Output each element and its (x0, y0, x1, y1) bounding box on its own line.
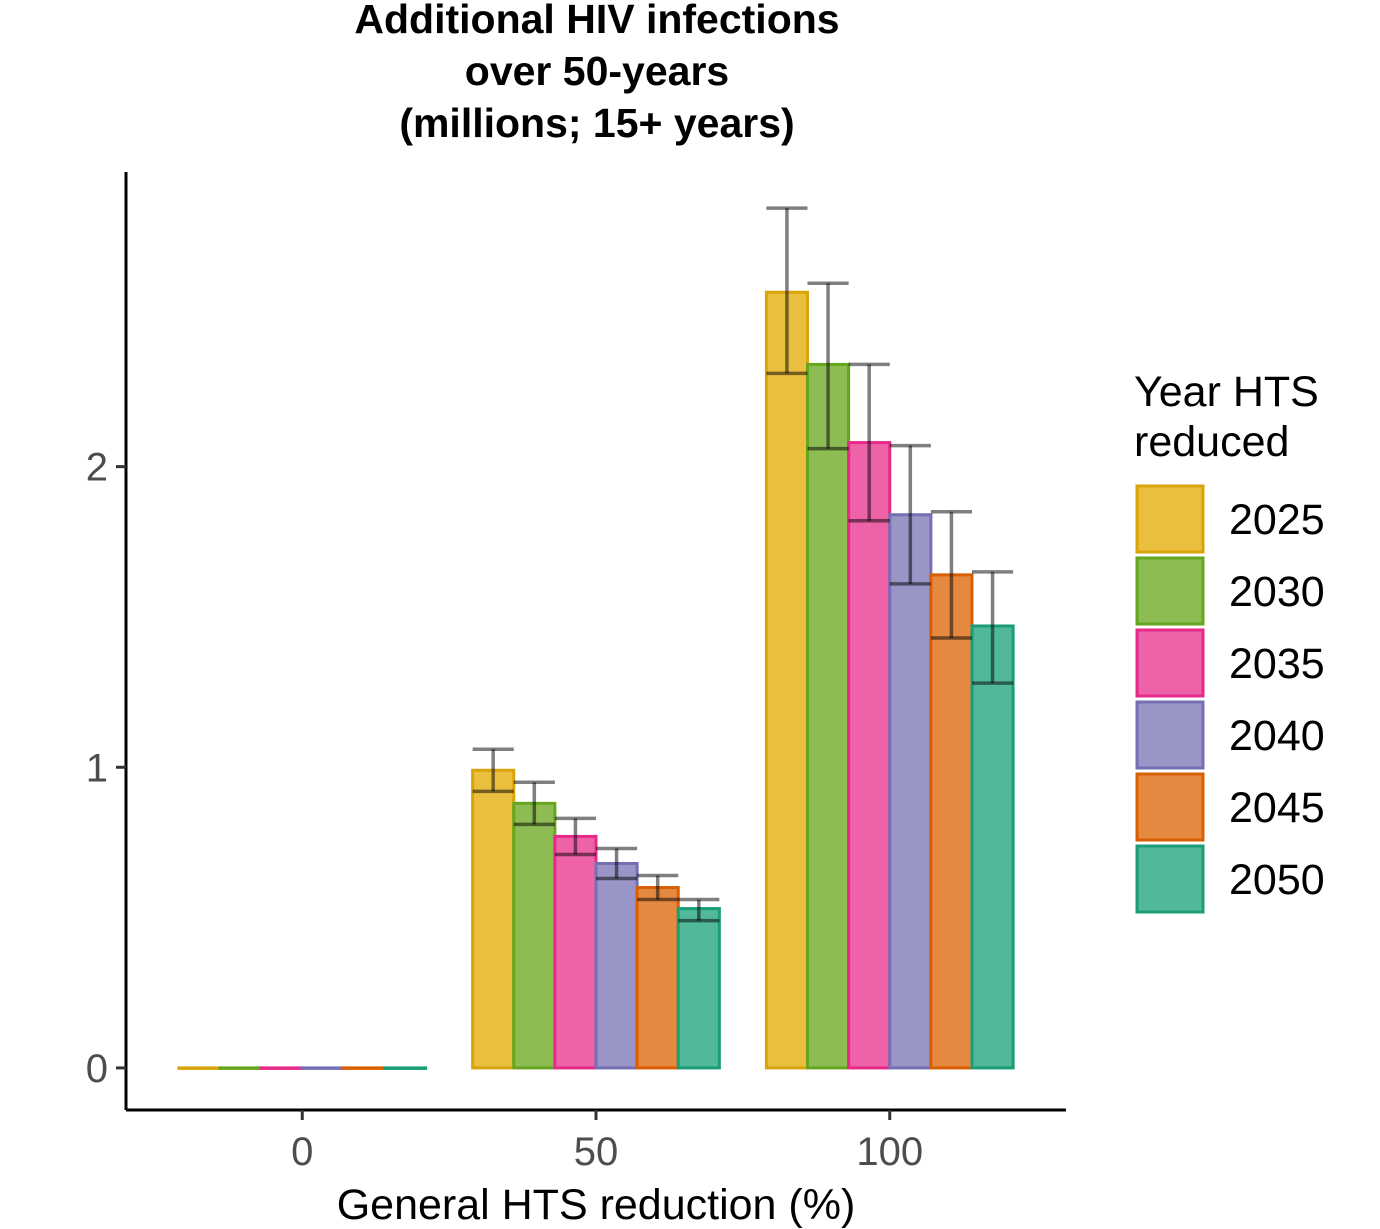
error-bar-2040-x100 (889, 443, 931, 586)
legend-label: 2025 (1229, 496, 1325, 544)
bar-2025-x50 (471, 768, 516, 1070)
bar-2050-x100 (970, 624, 1015, 1070)
chart-title-line-1: Additional HIV infections (354, 0, 839, 42)
chart-title: Additional HIV infections over 50-years … (354, 0, 839, 146)
legend-title-line-2: reduced (1134, 418, 1289, 466)
legend-item-2035: 2035 (1135, 628, 1325, 698)
legend-swatch (1135, 484, 1205, 554)
error-bar-2045-x100 (930, 509, 972, 640)
error-bar-2035-x50 (554, 816, 596, 857)
legend-label: 2050 (1229, 856, 1325, 904)
legend: Year HTS reduced 2025 2030 2035 2040 2045 205… (1134, 368, 1325, 914)
legend-label: 2035 (1229, 640, 1325, 688)
bar-2045-x0 (341, 1066, 386, 1070)
bar-2035-x0 (259, 1066, 304, 1070)
legend-item-2040: 2040 (1135, 700, 1325, 770)
bar-2050-x0 (383, 1066, 428, 1070)
legend-swatch (1135, 700, 1205, 770)
x-axis-title: General HTS reduction (%) (337, 1181, 856, 1229)
y-tick-label: 2 (86, 446, 108, 490)
error-bar-2045-x50 (637, 873, 679, 902)
legend-item-2030: 2030 (1135, 556, 1325, 626)
legend-item-2050: 2050 (1135, 844, 1325, 914)
x-tick-label: 0 (291, 1130, 313, 1174)
error-bar-2050-x100 (972, 570, 1014, 685)
legend-swatch (1135, 844, 1205, 914)
bar-2045-x50 (635, 886, 680, 1070)
error-bar-2025-x50 (472, 747, 514, 794)
bar-2025-x0 (177, 1066, 222, 1070)
legend-swatch (1135, 772, 1205, 842)
legend-label: 2045 (1229, 784, 1325, 832)
x-tick-label: 50 (574, 1130, 619, 1174)
bar-2035-x50 (553, 834, 598, 1070)
bar-2040-x0 (300, 1066, 345, 1070)
legend-item-2045: 2045 (1135, 772, 1325, 842)
bar-layer (177, 290, 1015, 1070)
bar-2030-x0 (218, 1066, 263, 1070)
bar-2040-x100 (888, 513, 933, 1070)
chart-title-line-3: (millions; 15+ years) (399, 100, 794, 146)
bar-2050-x50 (676, 907, 721, 1070)
legend-swatch (1135, 556, 1205, 626)
error-bar-2040-x50 (596, 846, 638, 881)
error-bar-layer (472, 206, 1014, 923)
x-axis-ticks: 0 50 100 (291, 1110, 923, 1174)
legend-swatch (1135, 628, 1205, 698)
error-bar-2030-x100 (807, 281, 849, 451)
bar-2030-x50 (512, 801, 557, 1070)
legend-item-2025: 2025 (1135, 484, 1325, 554)
bar-2045-x100 (929, 573, 974, 1070)
error-bar-2035-x100 (848, 362, 890, 523)
error-bar-2025-x100 (766, 206, 808, 376)
y-axis-ticks: 0 1 2 (86, 446, 126, 1091)
error-bar-2030-x50 (513, 780, 555, 827)
x-tick-label: 100 (856, 1130, 923, 1174)
error-bar-2050-x50 (678, 897, 720, 923)
chart-title-line-2: over 50-years (465, 48, 729, 94)
legend-title-line-1: Year HTS (1134, 368, 1319, 416)
bar-2025-x100 (764, 290, 809, 1070)
legend-label: 2040 (1229, 712, 1325, 760)
y-tick-label: 0 (86, 1047, 108, 1091)
y-tick-label: 1 (86, 746, 108, 790)
legend-items: 2025 2030 2035 2040 2045 2050 (1135, 484, 1325, 914)
bar-2040-x50 (594, 861, 639, 1070)
bar-2035-x100 (847, 441, 892, 1070)
legend-label: 2030 (1229, 568, 1325, 616)
bar-2030-x100 (806, 362, 851, 1070)
